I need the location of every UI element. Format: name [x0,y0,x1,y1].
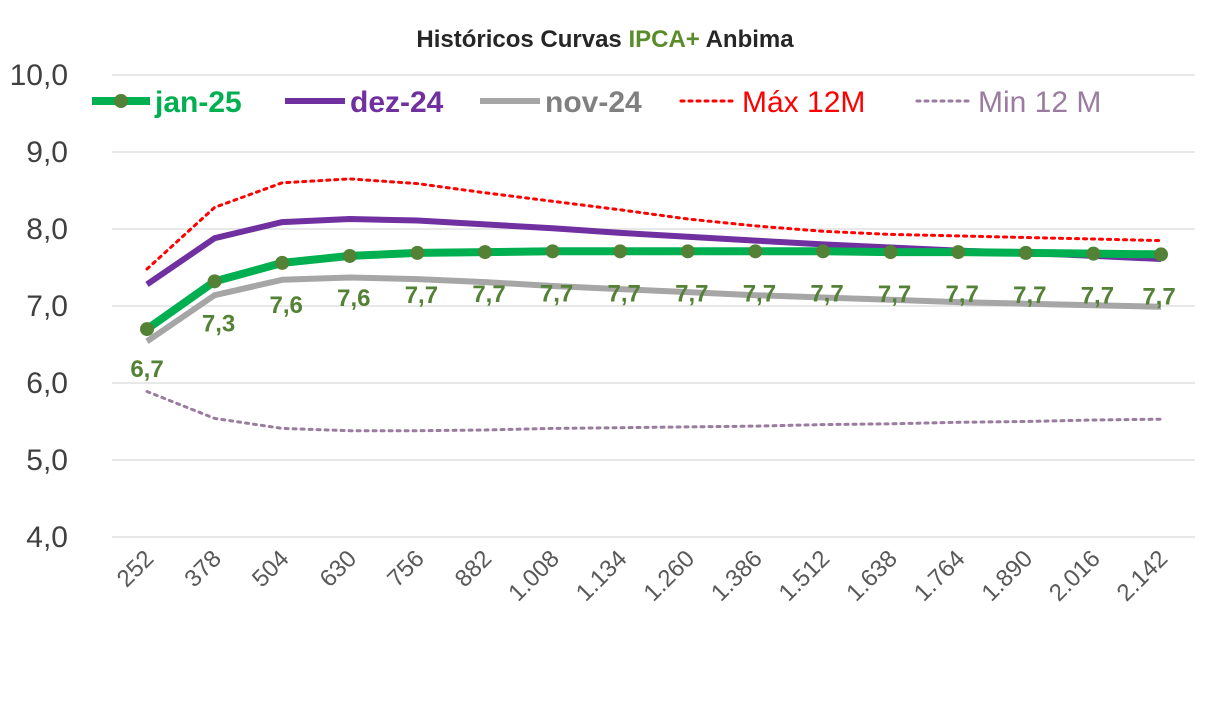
data-label: 7,7 [743,280,776,307]
y-tick-label: 6,0 [26,367,68,400]
x-tick-label: 378 [179,545,226,592]
data-point [951,245,966,260]
data-point [748,244,763,259]
chart-title: Históricos Curvas IPCA+ Anbima [416,26,794,53]
legend-marker [114,94,128,108]
data-label: 7,3 [202,310,235,337]
x-tick-label: 1.890 [976,545,1038,607]
data-label: 7,7 [472,281,505,308]
data-point [478,245,492,260]
data-label: 7,7 [405,282,438,309]
data-point [680,244,695,259]
data-point [207,274,222,289]
data-label: 7,6 [337,285,370,312]
data-point [545,244,560,259]
data-labels: 6,7 7,3 7,6 7,6 7,7 7,7 7,7 7,7 7,7 7,7 7,7 7,7 7,7 7… [130,280,1175,383]
series-line-nov-24 [145,274,1162,344]
x-tick-label: 630 [315,545,362,592]
legend-item-máx-12m: Máx 12M [679,86,865,119]
gridlines [112,74,1195,538]
legend: jan-25 dez-24 nov-24 Máx 12M Min 12 M [92,86,1101,119]
x-tick-label: 2.142 [1112,545,1174,607]
data-point [410,245,425,260]
y-axis: 4,0 5,0 6,0 7,0 8,0 9,0 10,0 [10,59,68,554]
x-tick-label: 1.008 [503,545,565,607]
x-tick-label: 1.134 [571,545,633,607]
data-label: 7,7 [1142,283,1175,310]
x-tick-label: 2.016 [1044,545,1106,607]
data-label: 7,6 [270,292,303,319]
legend-item-dez-24: dez-24 [285,86,444,119]
data-label: 7,7 [878,281,911,308]
x-tick-label: 882 [450,545,497,592]
series-line-jan-25 [144,247,1162,333]
data-label: 6,7 [130,356,163,383]
x-tick-label: 1.764 [909,545,971,607]
x-tick-label: 1.386 [706,545,768,607]
legend-label: nov-24 [545,86,642,119]
y-tick-label: 10,0 [10,59,68,92]
x-tick-label: 756 [382,545,429,592]
legend-item-jan-25: jan-25 [92,86,242,119]
data-point [816,244,830,259]
y-tick-label: 5,0 [26,444,68,477]
data-label: 7,7 [946,281,979,308]
legend-label: jan-25 [154,86,242,119]
data-point [275,255,290,270]
data-label: 7,7 [1081,283,1114,310]
x-tick-label: 504 [247,545,294,592]
data-point [1086,246,1101,261]
series-line-máx-12m [145,177,1163,271]
legend-label: Min 12 M [978,86,1101,119]
series-line-min-12-m [145,390,1163,433]
y-tick-label: 9,0 [26,136,68,169]
legend-label: Máx 12M [742,86,865,119]
x-tick-label: 1.260 [638,545,700,607]
y-tick-label: 8,0 [26,213,68,246]
data-label: 7,7 [1013,282,1046,309]
legend-item-nov-24: nov-24 [480,86,642,119]
data-label: 7,7 [540,280,573,307]
y-tick-label: 7,0 [26,290,68,323]
legend-item-min-12-m: Min 12 M [915,86,1101,119]
data-label: 7,7 [608,280,641,307]
data-point [342,248,357,263]
data-point [883,245,898,260]
x-tick-label: 252 [112,545,159,592]
data-point [1154,247,1168,262]
data-point [613,244,628,259]
data-label: 7,7 [675,280,708,307]
legend-label: dez-24 [350,86,444,119]
series-layer [140,177,1168,433]
y-tick-label: 4,0 [26,521,68,554]
x-tick-label: 1.512 [774,545,836,607]
data-point [140,322,154,337]
x-tick-label: 1.638 [841,545,903,607]
data-label: 7,7 [810,280,843,307]
x-axis: 252 378 504 630 756 882 1.008 1.134 1.260 1.386 1.… [112,545,1173,607]
data-point [1018,245,1033,260]
